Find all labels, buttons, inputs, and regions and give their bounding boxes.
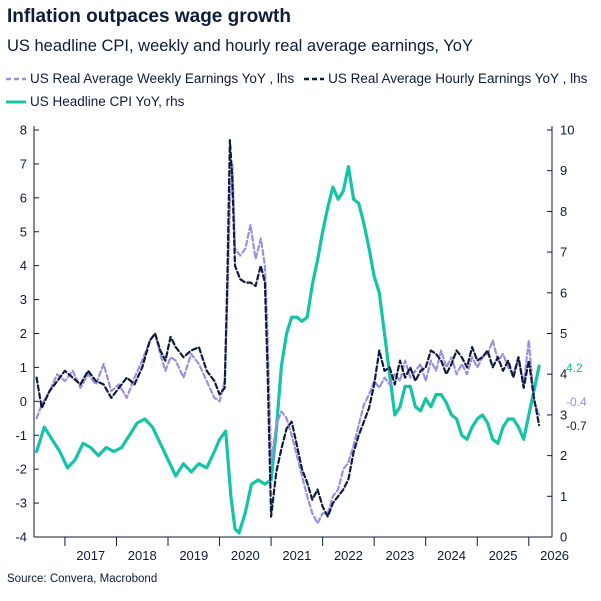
legend-label-weekly: US Real Average Weekly Earnings YoY , lh… — [30, 71, 295, 86]
x-tick-label: 2017 — [76, 548, 105, 563]
legend-item-weekly: US Real Average Weekly Earnings YoY , lh… — [6, 71, 294, 86]
x-tick-label: 2022 — [334, 548, 363, 563]
x-tick-label: 2021 — [282, 548, 311, 563]
legend-row-1: US Real Average Weekly Earnings YoY , lh… — [6, 67, 596, 90]
y-left-tick-label: 0 — [20, 394, 27, 409]
y-left-tick-label: -4 — [15, 530, 27, 545]
legend-label-hourly: US Real Average Hourly Earnings YoY , lh… — [328, 71, 588, 86]
y-right-tick-label: 7 — [560, 245, 567, 260]
series-weekly-earnings-line — [35, 162, 541, 525]
y-right-tick-label: 4 — [560, 367, 567, 382]
legend-item-hourly: US Real Average Hourly Earnings YoY , lh… — [304, 71, 587, 86]
y-left-tick-label: 3 — [20, 292, 27, 307]
x-tick-label: 2018 — [128, 548, 157, 563]
legend-label-cpi: US Headline CPI YoY, rhs — [30, 94, 185, 109]
y-left-tick-label: 6 — [20, 190, 27, 205]
legend-swatch-cpi — [6, 100, 26, 103]
series-cpi-line — [35, 165, 541, 535]
legend-swatch-hourly — [304, 77, 325, 80]
y-right-tick-label: 8 — [560, 204, 567, 219]
y-right-tick-label: 10 — [560, 123, 574, 138]
series-hourly-earnings-line — [35, 139, 541, 518]
legend: US Real Average Weekly Earnings YoY , lh… — [6, 67, 596, 113]
y-left-tick-label: 2 — [20, 326, 27, 341]
y-right-tick-label: 1 — [560, 489, 567, 504]
y-left-tick-label: -1 — [15, 428, 27, 443]
y-left-tick-label: 7 — [20, 156, 27, 171]
x-tick-label: 2019 — [179, 548, 208, 563]
chart-subtitle: US headline CPI, weekly and hourly real … — [7, 37, 473, 55]
end-label-hourly: -0.7 — [566, 419, 587, 433]
source-note: Source: Convera, Macrobond — [7, 573, 158, 585]
x-tick-label: 2025 — [489, 548, 518, 563]
y-left-tick-label: -2 — [15, 462, 27, 477]
x-tick-label: 2023 — [385, 548, 414, 563]
y-right-tick-label: 5 — [560, 326, 567, 341]
x-tick-label: 2026 — [540, 548, 569, 563]
y-right-tick-label: 2 — [560, 448, 567, 463]
x-tick-label: 2024 — [437, 548, 466, 563]
y-left-tick-label: 5 — [20, 224, 27, 239]
end-label-weekly: -0.4 — [566, 395, 587, 409]
legend-item-cpi: US Headline CPI YoY, rhs — [6, 94, 184, 109]
y-left-tick-label: -3 — [15, 496, 27, 511]
y-left-tick-label: 4 — [20, 258, 27, 273]
x-tick-label: 2020 — [231, 548, 260, 563]
chart-title: Inflation outpaces wage growth — [7, 6, 291, 27]
y-right-tick-label: 6 — [560, 285, 567, 300]
y-left-tick-label: 1 — [20, 360, 27, 375]
legend-swatch-weekly — [6, 77, 26, 80]
y-right-tick-label: 9 — [560, 163, 567, 178]
y-right-tick-label: 0 — [560, 530, 567, 545]
legend-row-2: US Headline CPI YoY, rhs — [6, 90, 596, 113]
y-left-tick-label: 8 — [20, 123, 27, 138]
end-label-cpi: 4.2 — [566, 361, 583, 375]
y-right-tick-label: 3 — [560, 407, 567, 422]
